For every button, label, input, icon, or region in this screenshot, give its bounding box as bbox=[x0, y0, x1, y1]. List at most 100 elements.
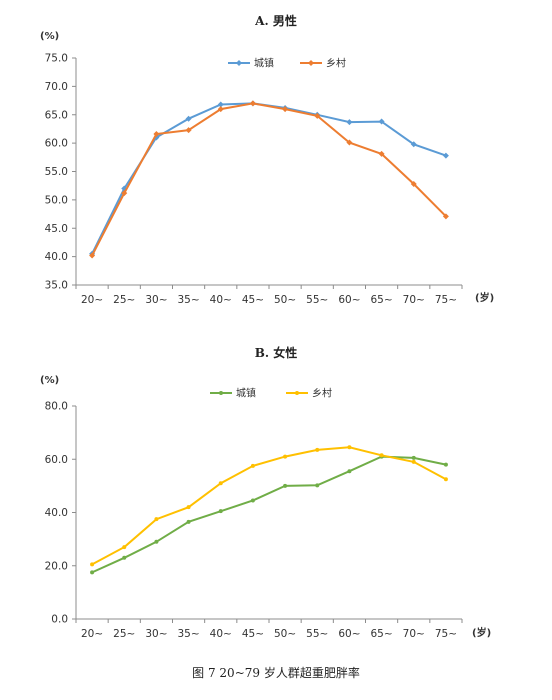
series-line bbox=[91, 446, 447, 566]
data-point bbox=[186, 519, 191, 524]
y-tick-label: 45.0 bbox=[45, 223, 68, 235]
x-tick-label: 20~ bbox=[81, 628, 103, 640]
x-tick-label: 70~ bbox=[403, 628, 425, 640]
data-point bbox=[154, 539, 159, 544]
data-point bbox=[411, 459, 416, 464]
data-point bbox=[315, 483, 320, 488]
series-line bbox=[91, 102, 447, 256]
y-tick-label: 80.0 bbox=[45, 401, 68, 413]
x-tick-label: 75~ bbox=[435, 628, 457, 640]
data-point bbox=[218, 481, 223, 486]
x-tick-label: 40~ bbox=[210, 628, 232, 640]
y-tick-label: 75.0 bbox=[45, 53, 68, 65]
legend-label: 城镇 bbox=[236, 387, 256, 400]
data-point bbox=[153, 131, 160, 138]
data-point bbox=[314, 112, 321, 119]
data-point bbox=[442, 152, 449, 159]
x-ticks: 20~ 25~ 30~ 35~ 40~ 45~ 50~ 55~ 60~ 65~ 70~ 75~ bbox=[75, 619, 463, 640]
data-point bbox=[90, 570, 95, 575]
x-tick-label: 55~ bbox=[306, 294, 328, 306]
data-point bbox=[185, 115, 192, 122]
data-point bbox=[443, 477, 448, 482]
data-point bbox=[89, 252, 96, 259]
x-unit-label: (岁) bbox=[472, 626, 491, 639]
x-ticks: 20~ 25~ 30~ 35~ 40~ 45~ 50~ 55~ 60~ 65~ 70~ 75~ bbox=[75, 285, 463, 306]
legend-marker bbox=[236, 60, 242, 66]
x-tick-label: 50~ bbox=[274, 294, 296, 306]
legend: 城镇 乡村 bbox=[228, 57, 346, 70]
x-tick-label: 25~ bbox=[113, 628, 135, 640]
data-point bbox=[379, 453, 384, 458]
series-group bbox=[89, 100, 449, 259]
x-tick-label: 60~ bbox=[338, 628, 360, 640]
data-point bbox=[217, 106, 224, 113]
data-point bbox=[122, 545, 127, 550]
legend-marker bbox=[295, 391, 299, 395]
x-tick-label: 65~ bbox=[370, 294, 392, 306]
y-tick-label: 20.0 bbox=[45, 560, 68, 572]
series-group bbox=[90, 445, 448, 575]
data-point bbox=[218, 509, 223, 514]
data-point bbox=[411, 455, 416, 460]
x-tick-label: 40~ bbox=[210, 294, 232, 306]
y-unit-label: (%) bbox=[40, 375, 59, 386]
data-point bbox=[217, 101, 224, 108]
legend: 城镇 乡村 bbox=[210, 387, 332, 400]
data-point bbox=[347, 445, 352, 450]
data-point bbox=[250, 498, 255, 503]
data-point bbox=[315, 447, 320, 452]
y-unit-label: (%) bbox=[40, 31, 59, 42]
y-tick-label: 50.0 bbox=[45, 194, 68, 206]
figure-caption: 图 7 20~79 岁人群超重肥胖率 bbox=[192, 665, 360, 680]
series-line bbox=[91, 102, 447, 255]
x-unit-label: (岁) bbox=[475, 291, 494, 304]
axes bbox=[75, 406, 462, 620]
data-point bbox=[347, 469, 352, 474]
chart-male: A. 男性 (%) (岁) 35.0 40.0 45.0 50.0 55.0 60.0 65… bbox=[40, 13, 494, 306]
x-tick-label: 60~ bbox=[338, 294, 360, 306]
x-tick-label: 45~ bbox=[242, 294, 264, 306]
data-point bbox=[154, 517, 159, 522]
x-tick-label: 20~ bbox=[81, 294, 103, 306]
data-point bbox=[185, 127, 192, 134]
data-point bbox=[346, 139, 353, 146]
x-tick-label: 50~ bbox=[274, 628, 296, 640]
y-tick-label: 65.0 bbox=[45, 109, 68, 121]
data-point bbox=[378, 118, 385, 125]
chart-female: B. 女性 (%) (岁) 0.0 20.0 40.0 60.0 80.0 20~ 25~… bbox=[40, 345, 491, 640]
legend-marker bbox=[308, 60, 314, 66]
data-point bbox=[283, 454, 288, 459]
x-tick-label: 75~ bbox=[435, 294, 457, 306]
data-point bbox=[378, 150, 385, 157]
y-tick-label: 55.0 bbox=[45, 166, 68, 178]
x-tick-label: 70~ bbox=[403, 294, 425, 306]
y-tick-label: 40.0 bbox=[45, 251, 68, 263]
x-tick-label: 65~ bbox=[370, 628, 392, 640]
y-tick-label: 70.0 bbox=[45, 81, 68, 93]
x-tick-label: 35~ bbox=[177, 628, 199, 640]
data-point bbox=[90, 562, 95, 567]
data-point bbox=[410, 180, 417, 187]
x-tick-label: 45~ bbox=[242, 628, 264, 640]
data-point bbox=[442, 213, 449, 220]
data-point bbox=[122, 555, 127, 560]
data-point bbox=[121, 190, 128, 197]
x-tick-label: 25~ bbox=[113, 294, 135, 306]
data-point bbox=[443, 462, 448, 467]
legend-label: 乡村 bbox=[312, 387, 332, 400]
x-tick-label: 30~ bbox=[145, 294, 167, 306]
y-tick-label: 35.0 bbox=[45, 280, 68, 292]
y-ticks: 35.0 40.0 45.0 50.0 55.0 60.0 65.0 70.0 75.0 bbox=[45, 53, 76, 292]
data-point bbox=[410, 141, 417, 148]
legend-label: 乡村 bbox=[326, 57, 346, 70]
y-tick-label: 60.0 bbox=[45, 138, 68, 150]
series-line bbox=[91, 455, 447, 574]
data-point bbox=[250, 463, 255, 468]
x-tick-label: 35~ bbox=[177, 294, 199, 306]
legend-label: 城镇 bbox=[254, 57, 274, 70]
chart-title: B. 女性 bbox=[255, 345, 298, 360]
x-tick-label: 30~ bbox=[145, 628, 167, 640]
y-tick-label: 40.0 bbox=[45, 507, 68, 519]
data-point bbox=[186, 505, 191, 510]
